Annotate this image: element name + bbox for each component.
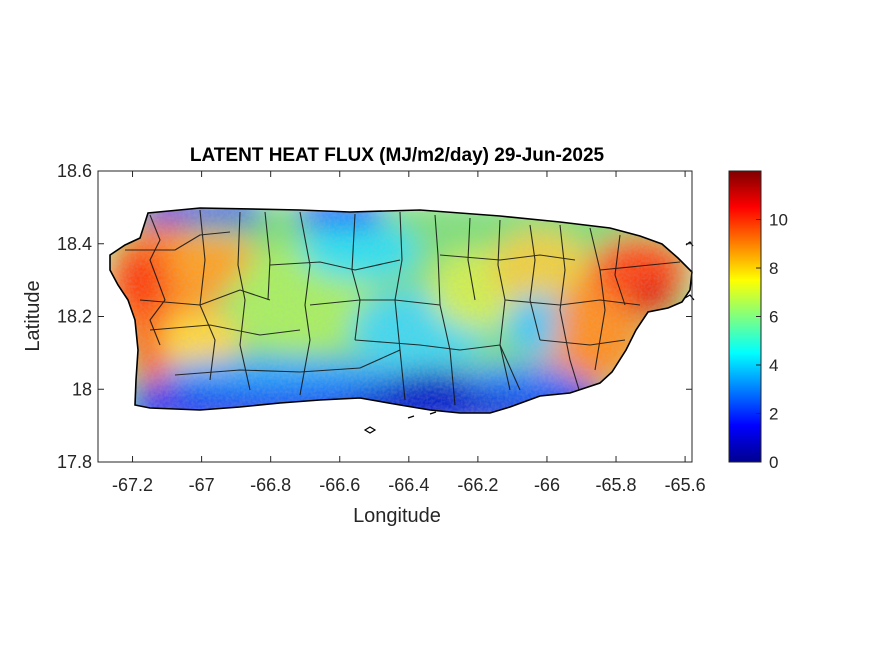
y-axis-ticks: 18.6 18.4 18.2 18 17.8 bbox=[57, 161, 692, 472]
x-tick-label: -66.2 bbox=[457, 475, 498, 495]
colorbar-tick-label: 0 bbox=[769, 453, 778, 472]
colorbar-tick-label: 4 bbox=[769, 356, 778, 375]
x-tick-label: -66.8 bbox=[250, 475, 291, 495]
y-tick-label: 18.6 bbox=[57, 161, 92, 181]
colorbar-gradient bbox=[728, 170, 762, 463]
flux-field bbox=[110, 208, 692, 413]
x-tick-label: -65.6 bbox=[665, 475, 706, 495]
y-tick-label: 17.8 bbox=[57, 452, 92, 472]
y-axis-label: Latitude bbox=[22, 280, 44, 351]
x-axis-ticks: -67.2 -67 -66.8 -66.6 -66.4 -66.2 -66 -65.8 -65.… bbox=[112, 171, 706, 495]
colorbar: 0 2 4 6 8 10 bbox=[728, 170, 788, 472]
x-tick-label: -67.2 bbox=[112, 475, 153, 495]
x-axis-label: Longitude bbox=[353, 505, 441, 527]
x-tick-label: -66 bbox=[534, 475, 560, 495]
x-tick-label: -65.8 bbox=[596, 475, 637, 495]
colorbar-ticks: 0 2 4 6 8 10 bbox=[756, 211, 788, 472]
x-tick-label: -66.6 bbox=[319, 475, 360, 495]
colorbar-tick-label: 8 bbox=[769, 259, 778, 278]
colorbar-tick-label: 2 bbox=[769, 405, 778, 424]
y-tick-label: 18.4 bbox=[57, 234, 92, 254]
x-tick-label: -67 bbox=[189, 475, 215, 495]
chart-title: LATENT HEAT FLUX (MJ/m2/day) 29-Jun-2025 bbox=[190, 145, 605, 166]
municipality-boundaries bbox=[125, 209, 681, 406]
y-tick-label: 18.2 bbox=[57, 307, 92, 327]
y-tick-label: 18 bbox=[72, 379, 92, 399]
x-tick-label: -66.4 bbox=[388, 475, 429, 495]
colorbar-tick-label: 10 bbox=[769, 211, 788, 230]
colorbar-tick-label: 6 bbox=[769, 308, 778, 327]
